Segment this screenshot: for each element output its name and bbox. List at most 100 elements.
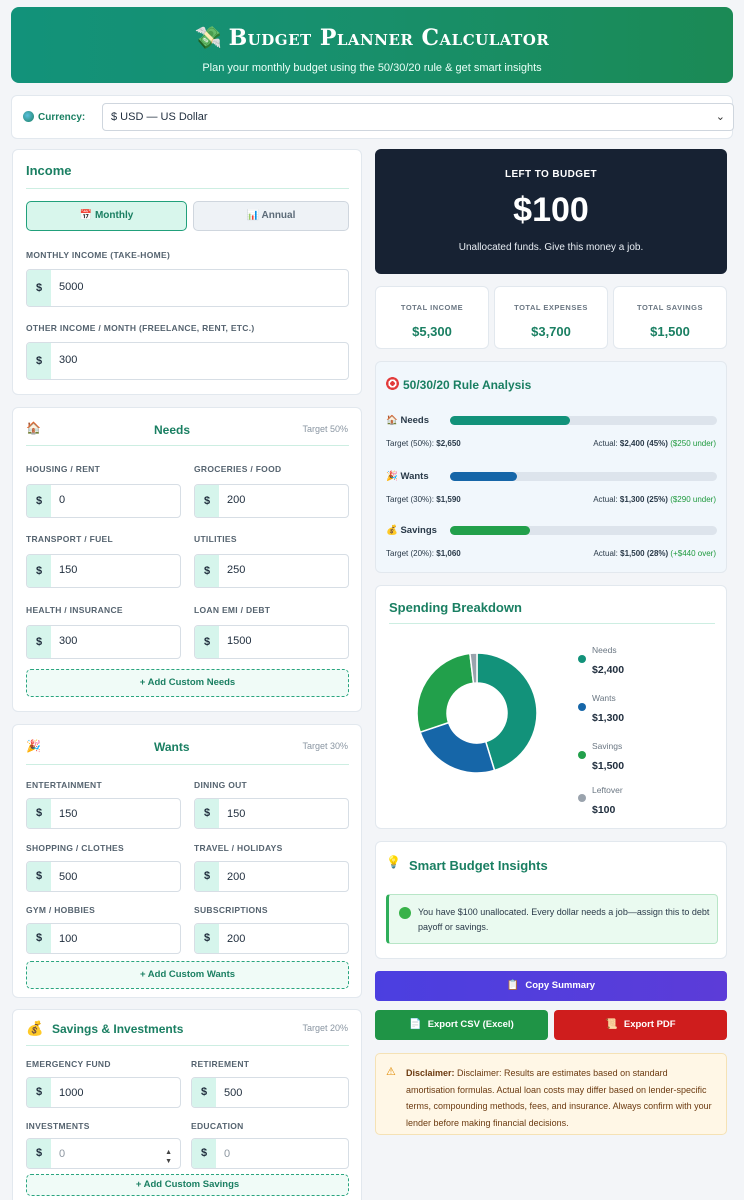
clipboard-icon: 📋	[506, 980, 520, 991]
donut-slice-wants	[419, 721, 496, 774]
investments-input[interactable]: $0 ▲ ▼	[26, 1138, 181, 1169]
groceries-input[interactable]: $200	[194, 484, 349, 518]
green-circle-icon	[399, 907, 411, 919]
retirement-input[interactable]: $500	[191, 1077, 349, 1108]
currency-select[interactable]: $ USD — US Dollar ⌄	[102, 103, 734, 131]
field-label: GROCERIES / FOOD	[194, 464, 282, 474]
field-label: HEALTH / INSURANCE	[26, 605, 123, 615]
field-label: SUBSCRIPTIONS	[194, 905, 268, 915]
needs-title: Needs	[154, 423, 191, 437]
legend-dot-leftover	[578, 794, 586, 802]
toggle-annual[interactable]: 📊 Annual	[193, 201, 349, 231]
field-label: RETIREMENT	[191, 1059, 250, 1069]
legend-label: Needs	[592, 645, 617, 655]
stat-total-savings: TOTAL SAVINGS $1,500	[613, 286, 727, 349]
add-custom-savings-button[interactable]: + Add Custom Savings	[26, 1174, 349, 1196]
legend-dot-wants	[578, 703, 586, 711]
left-to-budget-label: LEFT TO BUDGET	[504, 169, 598, 180]
chevron-down-icon: ⌄	[715, 111, 725, 123]
rule-analysis-title: 50/30/20 Rule Analysis	[403, 378, 532, 392]
needs-card: 🏠 Needs Target 50% HOUSING / RENT $0 GRO…	[12, 407, 362, 712]
dining-input[interactable]: $150	[194, 798, 349, 829]
field-label: HOUSING / RENT	[26, 464, 101, 474]
field-label: EMERGENCY FUND	[26, 1059, 111, 1069]
monthly-income-label: MONTHLY INCOME (TAKE-HOME)	[26, 250, 171, 260]
legend-dot-needs	[578, 655, 586, 663]
export-pdf-button[interactable]: 📜 Export PDF	[554, 1010, 727, 1040]
income-title: Income	[26, 163, 72, 178]
rule-analysis-card: 50/30/20 Rule Analysis 🏠 Needs Target (5…	[375, 361, 727, 573]
legend-value: $1,300	[592, 712, 625, 724]
housing-input[interactable]: $0	[26, 484, 181, 518]
money-with-wings-icon: 💸	[194, 25, 223, 51]
legend-value: $2,400	[592, 664, 625, 676]
money-bag-icon: 💰	[386, 525, 401, 536]
donut-slice-needs	[476, 652, 538, 772]
document-icon: 📄	[409, 1019, 422, 1030]
currency-label: Currency:	[23, 111, 85, 123]
subscriptions-input[interactable]: $200	[194, 923, 349, 954]
needs-target: Target 50%	[302, 424, 348, 434]
field-label: DINING OUT	[194, 780, 248, 790]
add-custom-wants-button[interactable]: + Add Custom Wants	[26, 961, 349, 989]
emergency-fund-input[interactable]: $1000	[26, 1077, 181, 1108]
savings-target: Target 20%	[302, 1023, 348, 1033]
gym-input[interactable]: $100	[26, 923, 181, 954]
shopping-input[interactable]: $500	[26, 861, 181, 892]
education-input[interactable]: $0	[191, 1138, 349, 1169]
field-label: ENTERTAINMENT	[26, 780, 102, 790]
currency-bar: Currency: $ USD — US Dollar ⌄	[11, 95, 734, 139]
toggle-monthly[interactable]: 📅 Monthly	[26, 201, 187, 231]
house-icon: 🏠	[386, 415, 401, 426]
left-to-budget-value: $100	[513, 191, 589, 229]
rule-row-savings: 💰 Savings	[386, 525, 437, 536]
rule-row-wants: 🎉 Wants	[386, 471, 429, 482]
copy-summary-button[interactable]: 📋 Copy Summary	[375, 971, 727, 1001]
bar-chart-icon: 📊	[246, 210, 262, 221]
legend-value: $100	[592, 804, 616, 816]
other-income-input[interactable]: $ 300	[26, 342, 349, 380]
entertainment-input[interactable]: $150	[26, 798, 181, 829]
field-label: LOAN EMI / DEBT	[194, 605, 271, 615]
money-bag-icon: 💰	[26, 1020, 44, 1036]
field-label: GYM / HOBBIES	[26, 905, 96, 915]
party-popper-icon: 🎉	[386, 471, 401, 482]
spending-breakdown-card: Spending Breakdown Needs $2,400 Wants $1…	[375, 585, 727, 829]
field-label: UTILITIES	[194, 534, 237, 544]
wants-progress-fill	[450, 472, 517, 481]
page-title: 💸 Budget Planner Calculator	[194, 25, 550, 51]
party-popper-icon: 🎉	[26, 739, 41, 753]
lightbulb-icon: 💡	[386, 855, 401, 869]
utilities-input[interactable]: $250	[194, 554, 349, 588]
smart-insights-title: Smart Budget Insights	[409, 858, 548, 873]
transport-input[interactable]: $150	[26, 554, 181, 588]
travel-input[interactable]: $200	[194, 861, 349, 892]
field-label: TRANSPORT / FUEL	[26, 534, 113, 544]
export-csv-button[interactable]: 📄 Export CSV (Excel)	[375, 1010, 548, 1040]
globe-icon	[23, 111, 34, 122]
insight-message: You have $100 unallocated. Every dollar …	[386, 894, 718, 944]
needs-progress-bar	[450, 416, 717, 425]
add-custom-needs-button[interactable]: + Add Custom Needs	[26, 669, 349, 697]
spending-donut-chart	[416, 652, 538, 774]
wants-target: Target 30%	[302, 741, 348, 751]
stat-total-expenses: TOTAL EXPENSES $3,700	[494, 286, 608, 349]
stepper-icon[interactable]: ▲ ▼	[165, 1149, 172, 1165]
donut-slice-savings	[416, 652, 475, 734]
warning-icon: ⚠	[386, 1066, 396, 1078]
page-subtitle: Plan your monthly budget using the 50/30…	[202, 62, 542, 74]
legend-value: $1,500	[592, 760, 625, 772]
loan-input[interactable]: $1500	[194, 625, 349, 659]
income-card: Income 📅 Monthly 📊 Annual MONTHLY INCOME…	[12, 149, 362, 395]
left-to-budget-note: Unallocated funds. Give this money a job…	[458, 242, 644, 253]
health-input[interactable]: $300	[26, 625, 181, 659]
calendar-icon: 📅	[79, 210, 95, 221]
savings-title: Savings & Investments	[52, 1022, 184, 1036]
savings-progress-fill	[450, 526, 531, 535]
donut-slice-leftover	[469, 652, 478, 685]
monthly-income-input[interactable]: $ 5000	[26, 269, 349, 307]
rule-row-needs: 🏠 Needs	[386, 415, 429, 426]
field-label: TRAVEL / HOLIDAYS	[194, 843, 283, 853]
legend-dot-savings	[578, 751, 586, 759]
wants-card: 🎉 Wants Target 30% ENTERTAINMENT $150 DI…	[12, 724, 362, 998]
